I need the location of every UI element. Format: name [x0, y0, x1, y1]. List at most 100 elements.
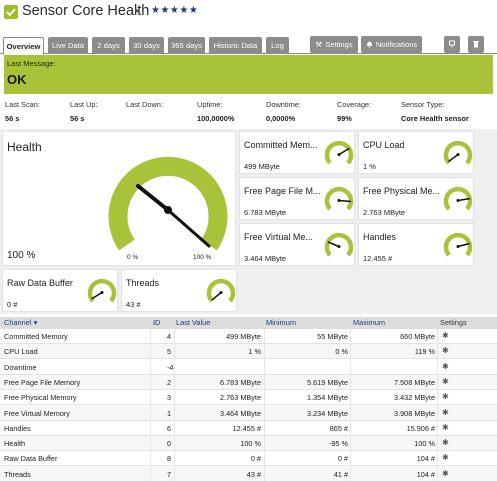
cell-last-value: 0 # — [250, 454, 261, 464]
gauge-arc — [324, 186, 354, 211]
cell-minimum: 0 # — [337, 454, 348, 464]
header-last-value[interactable]: Last Value — [176, 318, 211, 327]
gear-icon[interactable]: ✱ — [442, 392, 449, 402]
tab-live-data[interactable]: Live Data — [48, 37, 88, 54]
tile-committed-memory[interactable]: Committed Mem... 499 MByte — [239, 131, 355, 174]
cell-last-value: 6.783 MByte — [220, 377, 261, 387]
tile-gauge — [324, 232, 354, 257]
stat-value: Core Health sensor — [401, 114, 469, 123]
health-gauge — [108, 156, 228, 251]
table-row[interactable]: Free Virtual Memory 1 3.464 MByte 3.234 MBy… — [0, 405, 497, 421]
gauge-arc — [324, 232, 354, 257]
cell-channel[interactable]: Handles — [4, 423, 31, 433]
cell-minimum: 5.619 MByte — [307, 377, 348, 387]
tile-free-page-file[interactable]: Free Page File M... 6.783 MByte — [239, 177, 355, 220]
settings-button[interactable]: ⚒ Settings — [310, 36, 358, 53]
tab-log[interactable]: Log — [266, 37, 289, 54]
health-gauge-max: 100 % — [193, 254, 212, 261]
gear-icon[interactable]: ✱ — [442, 346, 449, 356]
cell-last-value: 1 % — [248, 347, 261, 357]
priority-stars[interactable]: ★★★★★ — [151, 5, 199, 16]
header-minimum[interactable]: Minimum — [266, 318, 296, 327]
cell-minimum: 55 MByte — [317, 332, 348, 341]
cell-maximum: 119 % — [414, 347, 435, 357]
tile-raw-data-buffer[interactable]: Raw Data Buffer 0 # — [2, 269, 118, 312]
tab-2-days[interactable]: 2 days — [92, 37, 125, 54]
cell-channel[interactable]: Committed Memory — [4, 332, 68, 341]
pin-button[interactable] — [444, 36, 460, 53]
gauge-arc — [443, 140, 473, 165]
table-row[interactable]: Raw Data Buffer 8 0 # 0 # 104 # ✱ — [0, 451, 497, 467]
cell-channel[interactable]: Free Physical Memory — [4, 393, 77, 403]
stat-downtime: Downtime: 0,0000% — [266, 100, 301, 123]
tile-label: CPU Load — [363, 140, 405, 150]
sensor-title: Sensor Core Health — [22, 3, 150, 19]
cell-channel[interactable]: Health — [4, 439, 26, 449]
gear-icon[interactable]: ✱ — [442, 422, 449, 432]
cell-maximum: 3.908 MByte — [394, 408, 435, 418]
gear-icon[interactable]: ✱ — [442, 331, 449, 340]
tab-historic-data[interactable]: Historic Data — [209, 37, 262, 54]
stat-last-down: Last Down: — [126, 100, 163, 114]
tile-gauge — [443, 186, 473, 211]
cell-channel[interactable]: Raw Data Buffer — [4, 454, 58, 464]
cell-id: 5 — [167, 347, 172, 357]
table-row[interactable]: Committed Memory 4 499 MByte 55 MByte 660 MB… — [0, 329, 497, 344]
gear-icon[interactable]: ✱ — [442, 361, 449, 371]
stat-label: Coverage: — [337, 100, 372, 109]
health-value: 100 % — [7, 250, 36, 261]
notifications-button[interactable]: Notifications — [361, 36, 422, 53]
table-row[interactable]: CPU Load 5 1 % 0 % 119 % ✱ — [0, 344, 497, 360]
bell-icon — [366, 40, 373, 50]
tile-gauge — [443, 140, 473, 165]
gear-icon[interactable]: ✱ — [442, 376, 449, 386]
gauge-needle — [211, 291, 222, 301]
cell-channel[interactable]: Free Page File Memory — [4, 377, 81, 387]
stats-row: Last Scan: 56 s Last Up: 56 s Last Down:… — [0, 96, 497, 128]
tile-label: Committed Mem... — [244, 140, 318, 150]
gear-icon[interactable]: ✱ — [442, 453, 449, 463]
health-tile[interactable]: Health 100 % 0 % 100 % — [2, 131, 236, 266]
table-row[interactable]: Free Physical Memory 3 2.763 MByte 1.354 MB… — [0, 390, 497, 406]
wrench-icon: ⚒ — [315, 40, 323, 49]
header-id[interactable]: ID — [153, 318, 161, 327]
cell-channel[interactable]: Threads — [4, 469, 31, 479]
flag-icon[interactable]: ⚑ — [134, 9, 141, 16]
tile-free-physical[interactable]: Free Physical Me... 2.763 MByte — [358, 177, 474, 220]
gear-icon[interactable]: ✱ — [442, 407, 449, 417]
table-row[interactable]: Downtime -4 ✱ — [0, 360, 497, 375]
gauge-needle — [457, 242, 470, 248]
tile-cpu-load[interactable]: CPU Load 1 % — [358, 131, 474, 174]
cell-channel[interactable]: Downtime — [4, 362, 37, 372]
tile-threads[interactable]: Threads 43 # — [121, 269, 237, 312]
gauge-needle — [338, 199, 352, 203]
pin-icon — [448, 40, 456, 50]
cell-channel[interactable]: CPU Load — [4, 347, 38, 357]
delete-button[interactable] — [468, 36, 484, 53]
tab-overview[interactable]: Overview — [3, 37, 44, 55]
tile-free-virtual[interactable]: Free Virtual Me... 3.464 MByte — [239, 223, 355, 266]
header-channel[interactable]: Channel ▾ — [4, 318, 38, 327]
tab-30-days[interactable]: 30 days — [129, 37, 164, 54]
cell-last-value: 43 # — [246, 469, 261, 479]
table-row[interactable]: Health 0 100 % -95 % 100 % ✱ — [0, 436, 497, 452]
header-maximum[interactable]: Maximum — [353, 318, 386, 327]
tab-365-days[interactable]: 365 days — [168, 37, 205, 54]
stat-label: Downtime: — [266, 100, 301, 109]
table-row[interactable]: Handles 6 12.455 # 865 # 15.906 # ✱ — [0, 421, 497, 436]
cell-maximum: 104 # — [416, 469, 435, 479]
tile-value: 3.464 MByte — [244, 254, 287, 263]
cell-id: 0 — [167, 439, 172, 449]
notifications-button-label: Notifications — [375, 40, 418, 49]
gauge-needle — [457, 197, 470, 202]
table-row[interactable]: Threads 7 43 # 41 # 104 # ✱ — [0, 466, 497, 481]
gear-icon[interactable]: ✱ — [442, 438, 449, 448]
cell-id: 3 — [167, 393, 172, 403]
stat-label: Last Down: — [126, 100, 163, 109]
cell-channel[interactable]: Free Virtual Memory — [4, 408, 70, 418]
tile-handles[interactable]: Handles 12.455 # — [358, 223, 474, 266]
cell-minimum: 3.234 MByte — [307, 408, 348, 418]
cell-last-value: 12.455 # — [232, 423, 261, 433]
gear-icon[interactable]: ✱ — [442, 468, 449, 478]
table-row[interactable]: Free Page File Memory 2 6.783 MByte 5.619 M… — [0, 374, 497, 390]
